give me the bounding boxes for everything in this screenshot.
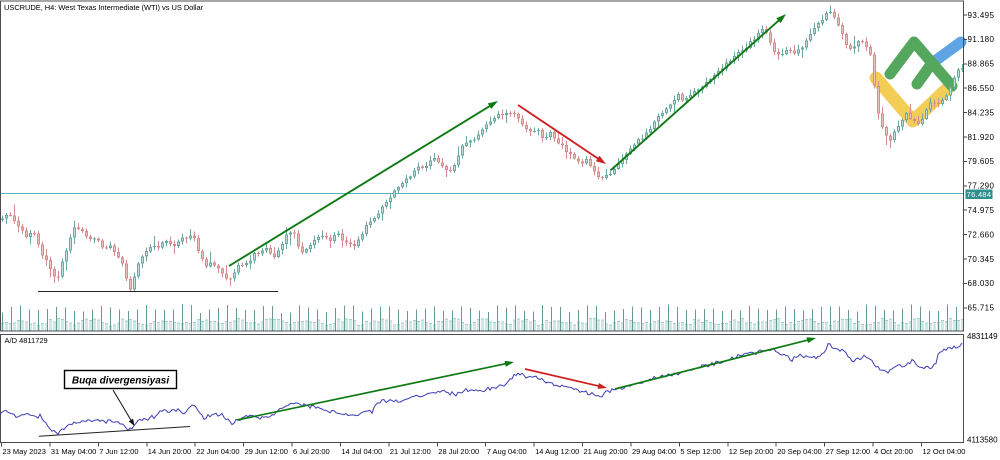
svg-text:84.235: 84.235 xyxy=(968,108,995,117)
svg-text:29 Aug 04:00: 29 Aug 04:00 xyxy=(632,447,676,456)
svg-text:7 Aug 04:00: 7 Aug 04:00 xyxy=(487,447,527,456)
svg-text:65.715: 65.715 xyxy=(968,304,995,313)
svg-text:4831149: 4831149 xyxy=(967,332,998,341)
svg-text:68.030: 68.030 xyxy=(968,279,995,288)
svg-text:USCRUDE, H4: West Texas Inter: USCRUDE, H4: West Texas Intermediate (WT… xyxy=(4,3,204,12)
svg-text:20 Sep 04:00: 20 Sep 04:00 xyxy=(777,447,822,456)
svg-text:12 Sep 20:00: 12 Sep 20:00 xyxy=(729,447,774,456)
svg-text:23 May 2023: 23 May 2023 xyxy=(3,447,46,456)
svg-text:14 Aug 12:00: 14 Aug 12:00 xyxy=(535,447,579,456)
svg-text:81.920: 81.920 xyxy=(968,133,995,142)
svg-text:6 Jul 20:00: 6 Jul 20:00 xyxy=(293,447,330,456)
svg-text:77.290: 77.290 xyxy=(968,182,995,191)
svg-text:28 Jul 20:00: 28 Jul 20:00 xyxy=(438,447,479,456)
svg-text:74.975: 74.975 xyxy=(968,206,995,215)
svg-text:A/D 4811729: A/D 4811729 xyxy=(5,336,48,345)
svg-text:93.495: 93.495 xyxy=(968,11,995,20)
svg-text:12 Oct 04:00: 12 Oct 04:00 xyxy=(923,447,966,456)
svg-text:21 Aug 20:00: 21 Aug 20:00 xyxy=(584,447,628,456)
svg-text:29 Jun 12:00: 29 Jun 12:00 xyxy=(245,447,288,456)
svg-text:4 Oct 20:00: 4 Oct 20:00 xyxy=(874,447,913,456)
svg-text:79.605: 79.605 xyxy=(968,157,995,166)
svg-text:7 Jun 12:00: 7 Jun 12:00 xyxy=(99,447,138,456)
svg-text:88.865: 88.865 xyxy=(968,60,995,69)
svg-text:4113580: 4113580 xyxy=(967,435,998,444)
svg-text:21 Jul 12:00: 21 Jul 12:00 xyxy=(390,447,431,456)
svg-text:72.660: 72.660 xyxy=(968,230,995,239)
svg-text:14 Jun 20:00: 14 Jun 20:00 xyxy=(148,447,191,456)
svg-text:5 Sep 12:00: 5 Sep 12:00 xyxy=(680,447,720,456)
svg-text:76.484: 76.484 xyxy=(967,190,992,199)
svg-text:27 Sep 12:00: 27 Sep 12:00 xyxy=(826,447,871,456)
svg-text:31 May 04:00: 31 May 04:00 xyxy=(51,447,96,456)
svg-text:91.180: 91.180 xyxy=(968,35,995,44)
svg-text:22 Jun 04:00: 22 Jun 04:00 xyxy=(196,447,239,456)
svg-text:14 Jul 04:00: 14 Jul 04:00 xyxy=(341,447,382,456)
svg-text:86.550: 86.550 xyxy=(968,84,995,93)
svg-text:70.345: 70.345 xyxy=(968,255,995,264)
svg-text:Buqa divergensiyasi: Buqa divergensiyasi xyxy=(72,376,169,387)
